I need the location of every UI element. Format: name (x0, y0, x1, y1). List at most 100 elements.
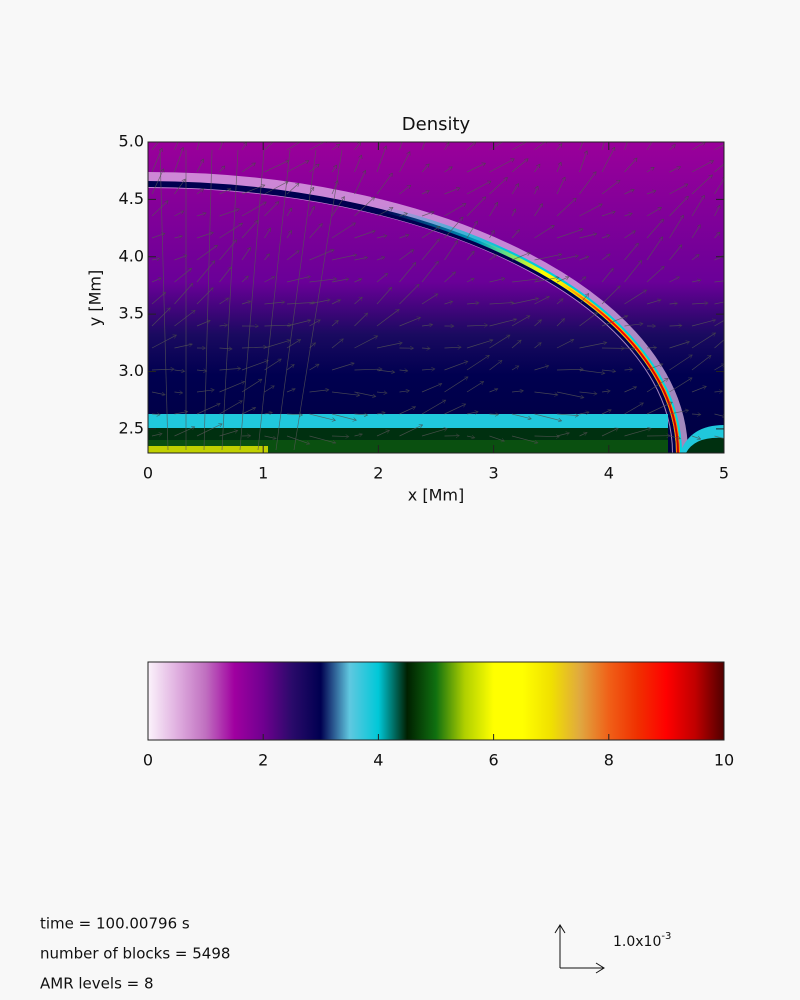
vector-arrow (511, 316, 530, 327)
vector-arrow (196, 370, 207, 371)
vector-arrow (579, 294, 589, 305)
vector-arrow (275, 149, 317, 451)
vector-arrow (534, 343, 542, 349)
vector-arrow (511, 253, 530, 261)
vector-arrow (264, 254, 270, 261)
vector-arrow (601, 142, 605, 151)
colorbar-tick-label: 8 (604, 751, 614, 770)
vector-arrow (534, 366, 549, 371)
vector-arrow (691, 435, 701, 439)
vector-arrow (534, 413, 562, 421)
vector-arrow (556, 144, 562, 151)
vector-arrow (579, 432, 588, 437)
vector-arrow (511, 279, 539, 283)
vector-arrow (444, 240, 458, 261)
vector-arrow (511, 209, 516, 217)
vector-arrow (309, 413, 336, 420)
vector-arrow (286, 389, 295, 393)
vector-arrow (579, 392, 597, 394)
y-tick-label: 2.5 (119, 418, 144, 437)
vector-arrow (293, 149, 343, 451)
vector-arrow (444, 301, 453, 304)
vector-arrow (601, 254, 610, 261)
vector-arrow (669, 196, 689, 217)
vector-arrow (444, 347, 462, 348)
vector-arrow (219, 142, 224, 151)
vector-arrow (466, 251, 474, 261)
vector-arrow (354, 434, 363, 436)
vector-arrow (309, 279, 337, 283)
vector-arrow (444, 188, 460, 195)
vector-arrow (646, 378, 668, 393)
vector-arrow (196, 404, 220, 415)
vector-arrow (556, 369, 583, 370)
vector-arrow (219, 209, 240, 217)
y-tick-label: 3.0 (119, 361, 144, 380)
vector-arrow (691, 320, 716, 327)
vector-arrow (646, 347, 657, 348)
vector-arrow (444, 143, 450, 151)
vector-arrow (601, 428, 618, 437)
vector-arrow (151, 233, 165, 239)
vector-arrow (421, 142, 426, 151)
vector-arrow (241, 378, 262, 393)
vector-arrow (219, 401, 243, 415)
vector-arrow (714, 320, 724, 327)
x-tick-label: 0 (143, 464, 153, 483)
vector-arrow (669, 215, 684, 239)
vector-arrow (421, 293, 438, 305)
vector-arrow (331, 339, 343, 349)
vector-arrow (714, 144, 724, 151)
vector-arrow (556, 177, 565, 195)
vector-arrow (714, 391, 723, 392)
vector-arrow (309, 390, 329, 393)
vector-arrow (489, 278, 505, 283)
vector-arrow (511, 298, 539, 305)
vector-arrow (331, 144, 340, 151)
vector-arrow (421, 429, 447, 437)
vector-arrow (309, 224, 323, 239)
vector-arrow (714, 205, 720, 217)
vector-arrow (511, 184, 519, 195)
vector-arrow (489, 142, 504, 151)
vector-arrow (421, 164, 429, 173)
vector-arrow (511, 413, 531, 419)
vector-arrow (309, 164, 320, 173)
vector-arrow (691, 332, 716, 349)
vector-arrow (624, 324, 643, 327)
vector-arrow (466, 355, 489, 371)
vector-arrow (151, 391, 165, 395)
vector-arrow (691, 303, 708, 304)
vector-arrow (286, 230, 292, 239)
vector-arrow (624, 243, 639, 261)
vector-arrow (444, 217, 464, 239)
vector-arrow (264, 228, 271, 239)
vector-arrow (466, 436, 475, 438)
vector-arrow (399, 250, 414, 261)
vector-arrow (646, 402, 672, 415)
vector-arrow (534, 277, 560, 283)
vector-arrow (579, 412, 590, 414)
vector-arrow (376, 257, 385, 261)
vector-arrow (669, 377, 693, 393)
vector-arrow (556, 198, 576, 217)
vector-arrow (691, 280, 701, 282)
vector-arrow (264, 385, 275, 393)
vector-arrow (579, 151, 588, 173)
vector-arrow (624, 289, 647, 305)
vector-arrow (556, 414, 578, 416)
vector-arrow (489, 414, 499, 415)
vector-arrow (466, 163, 485, 173)
vector-arrow (151, 258, 160, 260)
vector-arrow (399, 391, 410, 392)
vector-arrow (354, 231, 376, 239)
density-field (148, 142, 724, 453)
vector-arrow (354, 279, 362, 283)
vector-arrow (174, 236, 183, 238)
vector-arrow (534, 204, 543, 217)
vector-arrow (489, 435, 505, 441)
vector-arrow (331, 279, 349, 283)
vector-arrow (534, 186, 538, 195)
vector-arrow (601, 180, 620, 195)
vector-arrow (466, 181, 491, 195)
